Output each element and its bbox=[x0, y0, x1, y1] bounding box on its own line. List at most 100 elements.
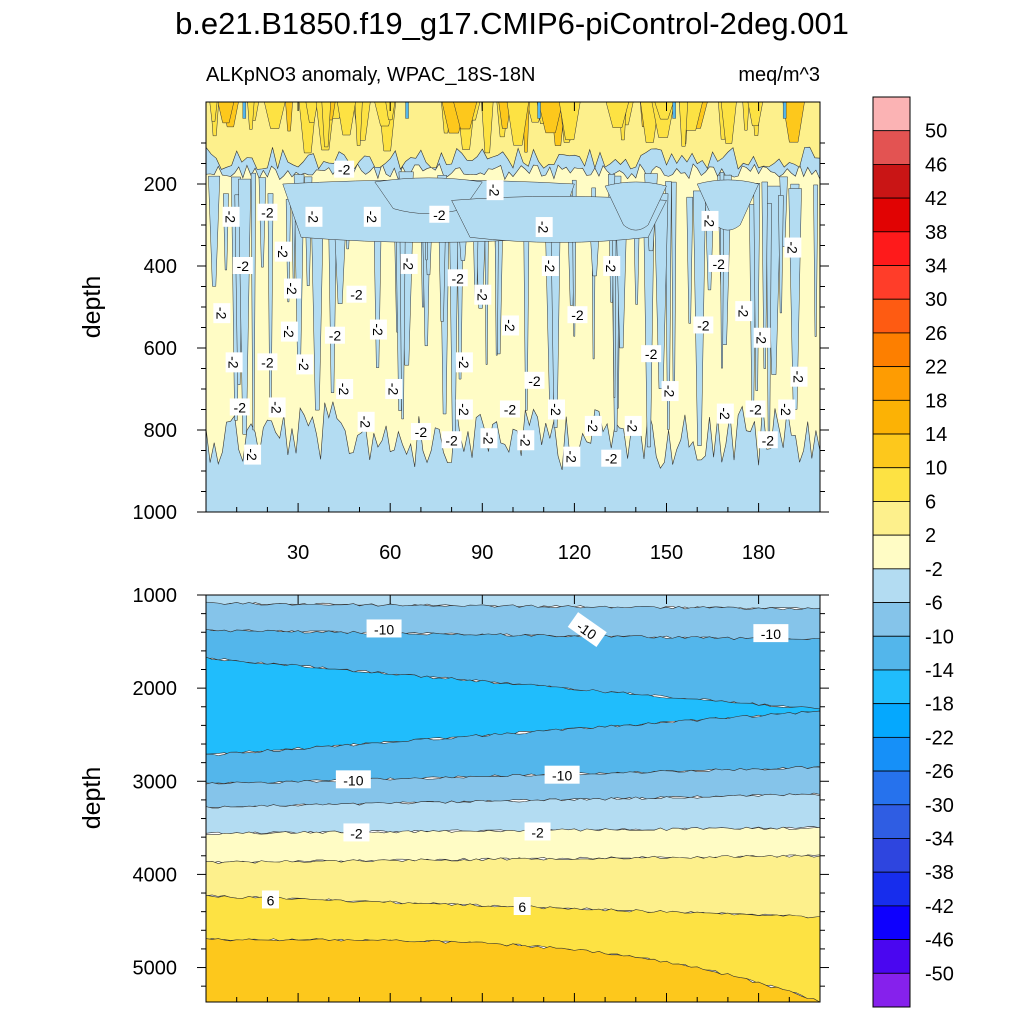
contour-label-bg bbox=[693, 316, 714, 334]
contour-label-text: -2 bbox=[338, 162, 351, 178]
contour-label: -2 bbox=[229, 398, 250, 416]
y-tick-label: 1000 bbox=[133, 502, 178, 524]
colorbar-label: 2 bbox=[925, 525, 936, 547]
colorbar-label: 46 bbox=[925, 154, 947, 176]
contour-label: -2 bbox=[369, 319, 387, 340]
contour-label-bg bbox=[366, 619, 402, 638]
contour-label-text: -2 bbox=[487, 184, 503, 197]
contour-label-bg bbox=[480, 428, 498, 449]
contour-label: -2 bbox=[400, 253, 418, 274]
panel-subtitle-left: ALKpNO3 anomaly, WPAC_18S-18N bbox=[206, 64, 535, 86]
x-tick-label: 60 bbox=[379, 542, 401, 564]
colorbar-swatch bbox=[872, 298, 911, 334]
colorbar-label: 34 bbox=[925, 256, 947, 278]
contour-label-bg bbox=[369, 319, 387, 340]
contour-label-bg bbox=[280, 321, 298, 342]
contour-label: -2 bbox=[693, 316, 714, 334]
x-tick-label: 90 bbox=[471, 542, 493, 564]
surface-streak bbox=[498, 102, 511, 129]
colorbar-swatch bbox=[872, 197, 911, 233]
streak bbox=[813, 184, 819, 337]
contour-label-bg bbox=[753, 624, 789, 643]
contour-label: -2 bbox=[541, 256, 559, 276]
surface-streak bbox=[742, 102, 750, 131]
contour-label-text: -2 bbox=[717, 407, 733, 420]
streak bbox=[250, 172, 256, 431]
contour-label-text: -2 bbox=[603, 260, 619, 273]
colorbar-label: -34 bbox=[925, 828, 954, 850]
streak bbox=[238, 178, 252, 435]
contour-label-text: -2 bbox=[502, 319, 518, 332]
contour-label-bg bbox=[474, 284, 492, 305]
contour-label-text: -2 bbox=[762, 432, 775, 448]
contour-label-bg bbox=[735, 301, 753, 322]
surface-blue-spot bbox=[405, 102, 409, 119]
contour-label: -2 bbox=[280, 321, 298, 342]
contour-label: -2 bbox=[283, 278, 301, 299]
colorbar-label: -42 bbox=[925, 896, 954, 918]
contour-label-text: -2 bbox=[504, 402, 517, 418]
contour-label-bg bbox=[778, 399, 796, 420]
surface-streak bbox=[354, 102, 363, 146]
contour-label-bg bbox=[257, 203, 278, 221]
colorbar-label: -30 bbox=[925, 795, 954, 817]
contour-label-bg bbox=[544, 765, 580, 784]
contour-label-bg bbox=[708, 254, 729, 272]
contour-label: -2 bbox=[745, 400, 766, 418]
contour-label-bg bbox=[716, 403, 734, 424]
contour-label-text: -2 bbox=[296, 358, 312, 371]
contour-label-bg bbox=[447, 269, 468, 287]
contour-label: 6 bbox=[261, 890, 279, 909]
lower-axis: 1000 2000 3000 4000 5000 depth bbox=[78, 585, 829, 1002]
contour-label-bg bbox=[441, 431, 462, 449]
figure-title: b.e21.B1850.f19_g17.CMIP6-piControl-2deg… bbox=[175, 6, 849, 41]
contour-label-text: -2 bbox=[662, 385, 678, 398]
colorbar-swatch bbox=[872, 231, 911, 266]
contour-label-bg bbox=[429, 205, 450, 223]
contour-label-bg bbox=[410, 423, 431, 441]
panel-subtitle-right: meq/m^3 bbox=[738, 64, 820, 86]
contour-label-text: -2 bbox=[778, 403, 794, 416]
colorbar-swatch bbox=[872, 501, 911, 536]
colorbar-label: 42 bbox=[925, 188, 947, 210]
y-tick-label: 4000 bbox=[133, 864, 178, 886]
contour-label: -2 bbox=[567, 306, 588, 324]
contour-label-text: -2 bbox=[213, 307, 229, 320]
contour-label: -2 bbox=[753, 327, 771, 348]
contour-label: -2 bbox=[784, 237, 802, 258]
contour-label-text: -2 bbox=[548, 403, 564, 416]
contour-label-bg bbox=[745, 400, 766, 418]
contour-label-bg bbox=[501, 315, 519, 336]
contour-label-bg bbox=[257, 353, 278, 371]
contour-label: -2 bbox=[213, 303, 231, 324]
contour-label: -2 bbox=[257, 203, 278, 221]
contour-label: -2 bbox=[447, 269, 468, 287]
contour-label-bg bbox=[283, 278, 301, 299]
colorbar-label: -2 bbox=[925, 559, 943, 581]
contour-label-text: -2 bbox=[571, 307, 584, 323]
contour-label: -2 bbox=[357, 411, 375, 432]
contour-label: -2 bbox=[486, 180, 504, 201]
colorbar-swatch bbox=[872, 905, 911, 940]
contour-label-text: -2 bbox=[697, 317, 710, 333]
contour-label-text: -2 bbox=[336, 383, 352, 396]
contour-label-bg bbox=[790, 366, 808, 387]
contour-label: -2 bbox=[455, 399, 473, 420]
contour-label: -2 bbox=[257, 353, 278, 371]
surface-streak bbox=[782, 102, 805, 143]
contour-label: -2 bbox=[499, 400, 520, 418]
contour-label: -2 bbox=[274, 241, 292, 262]
contour-label-text: -2 bbox=[329, 328, 342, 344]
contour-label: -2 bbox=[757, 431, 778, 449]
contour-label-text: -2 bbox=[445, 432, 458, 448]
contour-label: -2 bbox=[524, 822, 551, 841]
colorbar-swatch bbox=[872, 467, 911, 502]
contour-label-bg bbox=[517, 430, 535, 451]
contour-label: -2 bbox=[232, 257, 253, 274]
contour-label: -2 bbox=[624, 415, 642, 436]
upper-y-axis-label: depth bbox=[78, 276, 106, 339]
y-tick-label: 1000 bbox=[133, 585, 178, 607]
contour-label-bg bbox=[603, 256, 621, 276]
contour-label-text: -2 bbox=[605, 451, 618, 467]
contour-label-bg bbox=[524, 822, 551, 841]
